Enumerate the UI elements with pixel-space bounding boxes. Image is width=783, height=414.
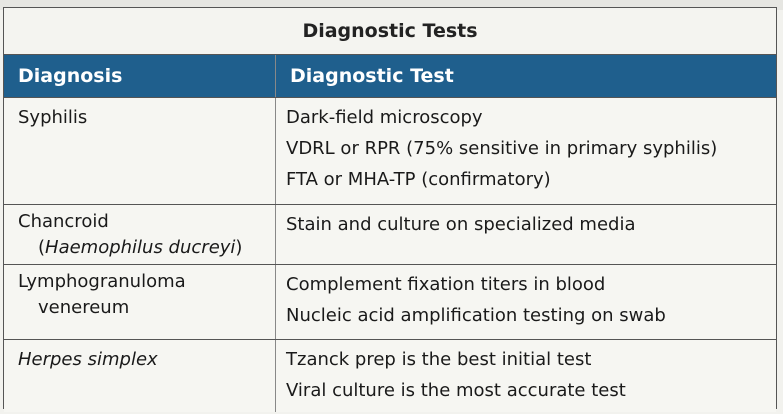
paren-close: ) <box>235 237 243 258</box>
table-title: Diagnostic Tests <box>4 8 776 55</box>
table-row: Lymphogranuloma venereum Complement fixa… <box>4 265 776 340</box>
diagnosis-subtitle: venereum <box>38 297 130 318</box>
test-cell: Tzanck prep is the best initial test Vir… <box>276 340 776 412</box>
test-item: Nucleic acid amplification testing on sw… <box>286 305 666 326</box>
test-item: Tzanck prep is the best initial test <box>286 349 592 370</box>
table-header-row: Diagnosis Diagnostic Test <box>4 55 776 98</box>
test-item: FTA or MHA-TP (confirmatory) <box>286 169 551 190</box>
diagnostic-tests-table: Diagnostic Tests Diagnosis Diagnostic Te… <box>3 7 777 412</box>
diagnosis-subtitle: (Haemophilus ducreyi) <box>18 235 275 261</box>
diagnosis-name: Chancroid <box>18 211 109 232</box>
diagnosis-cell: Lymphogranuloma venereum <box>4 265 276 339</box>
paren-open: ( <box>38 237 46 258</box>
diagnosis-cell: Chancroid (Haemophilus ducreyi) <box>4 205 276 264</box>
diagnosis-name: Lymphogranuloma <box>18 271 186 292</box>
test-cell: Stain and culture on specialized media <box>276 205 776 264</box>
test-item: Complement fixation titers in blood <box>286 274 606 295</box>
table-row: Syphilis Dark-field microscopy VDRL or R… <box>4 98 776 205</box>
test-item: Viral culture is the most accurate test <box>286 380 626 401</box>
diagnosis-name: Syphilis <box>18 107 88 128</box>
test-item: Dark-field microscopy <box>286 107 483 128</box>
table-row: Herpes simplex Tzanck prep is the best i… <box>4 340 776 412</box>
diagnosis-cell: Syphilis <box>4 98 276 204</box>
test-cell: Complement fixation titers in blood Nucl… <box>276 265 776 339</box>
test-cell: Dark-field microscopy VDRL or RPR (75% s… <box>276 98 776 204</box>
table-row: Chancroid (Haemophilus ducreyi) Stain an… <box>4 205 776 265</box>
test-item: VDRL or RPR (75% sensitive in primary sy… <box>286 138 718 159</box>
test-item: Stain and culture on specialized media <box>286 214 636 235</box>
organism-name: Haemophilus ducreyi <box>45 237 236 258</box>
header-diagnosis: Diagnosis <box>4 55 276 97</box>
header-diagnostic-test: Diagnostic Test <box>290 65 454 87</box>
diagnosis-name: Herpes simplex <box>18 349 158 370</box>
diagnosis-cell: Herpes simplex <box>4 340 276 412</box>
page-background <box>0 0 783 10</box>
